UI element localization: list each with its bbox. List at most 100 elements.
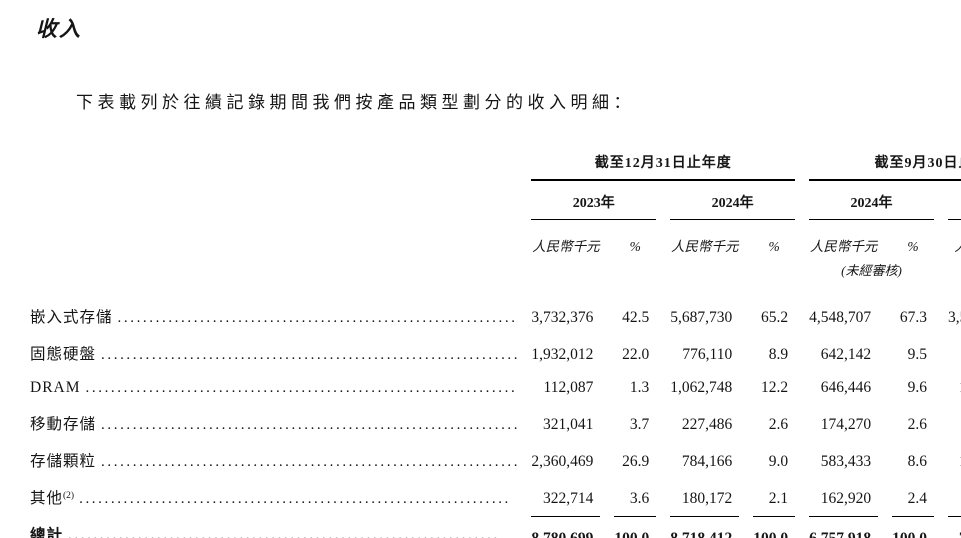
- row-label: 移動存儲: [30, 405, 517, 442]
- year-header-2024: 2024年: [670, 181, 796, 220]
- percent-cell: 9.0: [768, 453, 789, 470]
- unit-label: 人民幣千元: [809, 239, 878, 254]
- row-label: 存儲顆粒: [30, 442, 517, 479]
- percent-cell: 42.5: [622, 309, 650, 326]
- dot-leader: [79, 490, 517, 508]
- row-label: 固態硬盤: [30, 335, 517, 372]
- spacer-cell: [30, 181, 517, 220]
- year-header-2023: 2023年: [531, 181, 657, 220]
- total-percent-cell: 100.0: [614, 516, 657, 538]
- value-cell: 784,166: [681, 453, 733, 470]
- value-cell: 174,270: [820, 416, 872, 433]
- percent-cell: 2.1: [768, 490, 789, 507]
- spacer-cell: [30, 255, 517, 279]
- footnote-sup: (2): [63, 490, 75, 501]
- table-row: 其他(2) 322,714 3.6 180,172 2.1 162,920 2.…: [30, 479, 961, 516]
- dot-leader: [68, 527, 517, 538]
- table-row: 嵌入式存儲 3,732,376 42.5 5,687,730 65.2 4,54…: [30, 279, 961, 335]
- value-cell: 716,094: [948, 335, 961, 372]
- unit-header-row: 人民幣千元 % 人民幣千元 % 人民幣千元 % 人民幣千元 %: [30, 220, 961, 255]
- percent-cell: 67.3: [899, 309, 927, 326]
- percent-cell: 8.9: [768, 346, 789, 363]
- row-label: 嵌入式存儲: [30, 279, 517, 335]
- dot-leader: [101, 453, 517, 471]
- percent-cell: 12.2: [760, 379, 789, 396]
- dot-leader: [118, 309, 518, 327]
- value-cell: 1,187,299: [948, 442, 961, 479]
- table-row: DRAM 112,087 1.3 1,062,748 12.2 646,446 …: [30, 372, 961, 405]
- value-cell: 162,920: [820, 490, 872, 507]
- year-header-2024-9m: 2024年: [809, 181, 934, 220]
- value-cell: 5,687,730: [670, 309, 733, 326]
- value-cell: 180,172: [681, 490, 733, 507]
- total-value-cell: 6,757,918: [809, 516, 879, 538]
- period-header-9m: 截至9月30日止九個月: [809, 152, 961, 181]
- table-row: 移動存儲 321,041 3.7 227,486 2.6 174,270 2.6…: [30, 405, 961, 442]
- unit-label: 人民幣千元: [670, 239, 739, 254]
- value-cell: 227,486: [681, 416, 733, 433]
- table-row: 存儲顆粒 2,360,469 26.9 784,166 9.0 583,433 …: [30, 442, 961, 479]
- value-cell: 1,062,748: [670, 379, 733, 396]
- unit-label: 人民幣千元: [532, 239, 600, 254]
- percent-cell: 22.0: [622, 346, 650, 363]
- total-value-cell: 8,718,412: [670, 516, 740, 538]
- spacer-cell: [30, 152, 517, 181]
- percent-cell: 2.6: [907, 416, 927, 433]
- unaudited-row: (未經審核) (未經審核): [30, 255, 961, 279]
- percent-cell: 3.7: [629, 416, 650, 433]
- percent-cell: 3.6: [629, 490, 650, 507]
- table-row: 固態硬盤 1,932,012 22.0 776,110 8.9 642,142 …: [30, 335, 961, 372]
- percent-label: %: [907, 239, 919, 254]
- value-cell: 642,142: [820, 346, 872, 363]
- year-header-row: 2023年 2024年 2024年 2025年: [30, 181, 961, 220]
- percent-cell: 9.5: [907, 346, 927, 363]
- percent-cell: 8.6: [907, 453, 927, 470]
- value-cell: 4,548,707: [809, 309, 872, 326]
- percent-cell: 2.6: [768, 416, 789, 433]
- unit-label: 人民幣千元: [948, 220, 961, 255]
- value-cell: 112,087: [543, 379, 594, 396]
- total-value-cell: 8,780,699: [531, 516, 601, 538]
- percent-cell: 26.9: [622, 453, 650, 470]
- value-cell: 2,360,469: [531, 453, 594, 470]
- revenue-table: 截至12月31日止年度 截至9月30日止九個月 2023年 2024年 2024…: [16, 152, 961, 538]
- value-cell: 3,576,349(1): [947, 309, 961, 326]
- value-cell: 3,732,376: [531, 309, 594, 326]
- percent-cell: 65.2: [760, 309, 789, 326]
- dot-leader: [101, 416, 517, 434]
- value-cell: 238,579: [948, 405, 961, 442]
- unaudited-label: (未經審核): [841, 263, 902, 278]
- year-header-2025-9m: 2025年: [947, 181, 961, 220]
- spacer-cell: [30, 220, 517, 255]
- row-label: 總計: [30, 516, 517, 538]
- value-cell: 45,929: [948, 479, 961, 516]
- page-title: 收入: [36, 17, 82, 41]
- total-row: 總計 8,780,699 100.0 8,718,412 100.0 6,757…: [30, 516, 961, 538]
- total-percent-cell: 100.0: [753, 516, 796, 538]
- row-label: 其他 (2): [30, 479, 517, 516]
- value-cell: 1,979,926: [948, 372, 961, 405]
- percent-cell: 2.4: [907, 490, 927, 507]
- value-cell: 646,446: [820, 379, 872, 396]
- revenue-table-container: 截至12月31日止年度 截至9月30日止九個月 2023年 2024年 2024…: [0, 152, 961, 538]
- percent-label: %: [629, 239, 641, 254]
- dot-leader: [86, 379, 518, 397]
- value-cell: 321,041: [542, 416, 594, 433]
- spacer-cell: [670, 255, 795, 279]
- value-cell: 322,714: [542, 490, 594, 507]
- percent-cell: 9.6: [907, 379, 927, 396]
- total-value-cell: 7,744,176: [947, 516, 961, 538]
- unaudited-label: (未經審核): [948, 255, 961, 279]
- intro-text: 下表載列於往績記錄期間我們按產品類型劃分的收入明細：: [76, 93, 635, 112]
- value-cell: 776,110: [682, 346, 733, 363]
- percent-label: %: [768, 239, 780, 254]
- percent-cell: 1.3: [629, 379, 650, 396]
- row-label: DRAM: [30, 372, 517, 405]
- period-header-row: 截至12月31日止年度 截至9月30日止九個月: [30, 152, 961, 181]
- value-cell: 583,433: [820, 453, 872, 470]
- value-cell: 1,932,012: [531, 346, 594, 363]
- total-percent-cell: 100.0: [892, 516, 934, 538]
- dot-leader: [101, 346, 517, 364]
- spacer-cell: [531, 255, 656, 279]
